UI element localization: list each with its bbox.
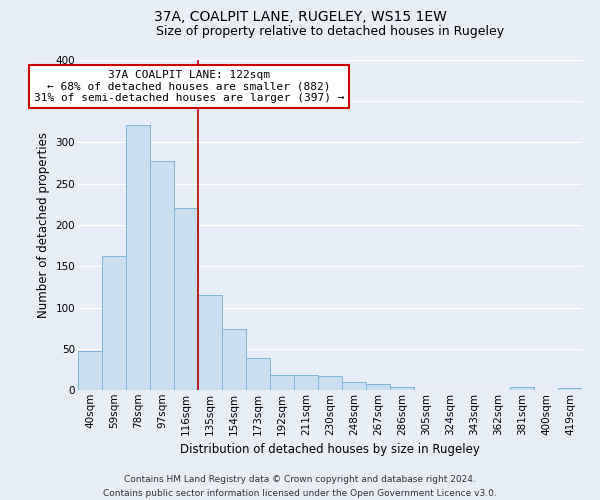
Bar xyxy=(246,358,270,390)
Bar xyxy=(222,329,246,390)
Bar xyxy=(126,125,150,390)
Bar xyxy=(294,375,318,390)
Text: Contains HM Land Registry data © Crown copyright and database right 2024.
Contai: Contains HM Land Registry data © Crown c… xyxy=(103,476,497,498)
Bar xyxy=(510,386,534,390)
Text: 37A COALPIT LANE: 122sqm
← 68% of detached houses are smaller (882)
31% of semi-: 37A COALPIT LANE: 122sqm ← 68% of detach… xyxy=(34,70,344,103)
Bar xyxy=(318,376,342,390)
Bar xyxy=(150,160,174,390)
X-axis label: Distribution of detached houses by size in Rugeley: Distribution of detached houses by size … xyxy=(180,443,480,456)
Title: Size of property relative to detached houses in Rugeley: Size of property relative to detached ho… xyxy=(156,25,504,38)
Bar xyxy=(366,384,390,390)
Y-axis label: Number of detached properties: Number of detached properties xyxy=(37,132,50,318)
Bar xyxy=(174,208,198,390)
Bar xyxy=(390,386,414,390)
Bar xyxy=(78,351,102,390)
Bar xyxy=(558,388,582,390)
Text: 37A, COALPIT LANE, RUGELEY, WS15 1EW: 37A, COALPIT LANE, RUGELEY, WS15 1EW xyxy=(154,10,446,24)
Bar xyxy=(198,295,222,390)
Bar xyxy=(342,382,366,390)
Bar xyxy=(102,256,126,390)
Bar xyxy=(270,375,294,390)
